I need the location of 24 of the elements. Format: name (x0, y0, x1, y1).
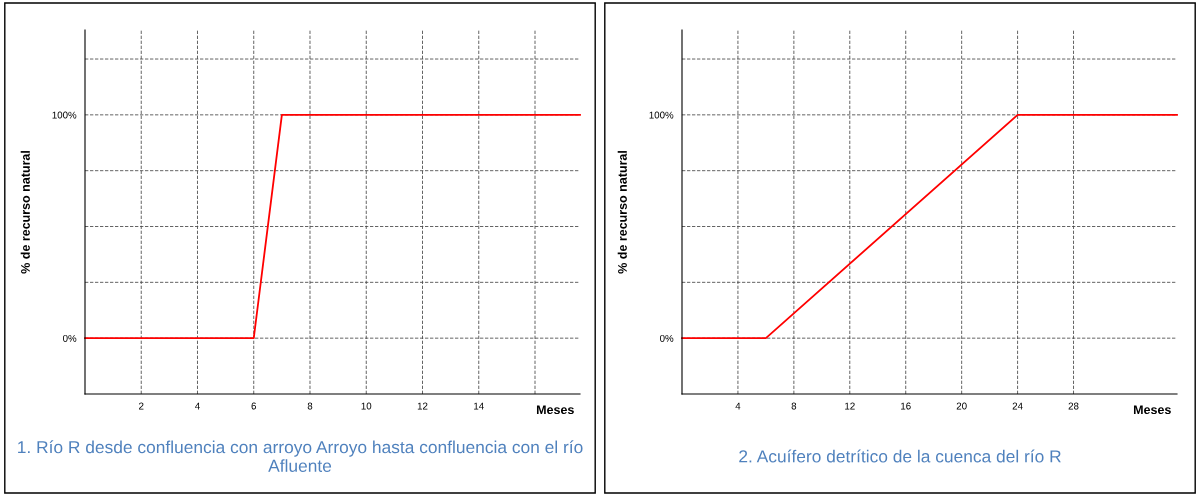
x-tick-label: 14 (474, 402, 484, 410)
x-axis-title: Meses (1133, 405, 1171, 415)
y-axis-title: % de recurso natural (617, 151, 627, 274)
x-tick-label: 16 (901, 402, 911, 410)
x-tick-label: 20 (956, 402, 967, 410)
x-tick-label: 28 (1068, 402, 1079, 410)
x-tick-label: 12 (845, 402, 855, 410)
text: 2. Acuífero detrítico de la cuenca del río R (739, 449, 1061, 463)
x-tick-label: 6 (251, 402, 257, 410)
y-tick-label: 0% (62, 334, 77, 342)
x-tick-label: 24 (1012, 402, 1023, 410)
x-axis-title: Meses (536, 405, 574, 415)
x-tick-label: 10 (361, 402, 372, 410)
y-tick-label: 100% (52, 111, 77, 119)
x-tick-label: 12 (417, 402, 428, 410)
y-tick-label: 0% (659, 334, 674, 342)
y-tick-label: 100% (649, 111, 674, 119)
y-axis-title: % de recurso natural (20, 151, 30, 274)
text: 1. Río R desde confluencia con arroyo Arroyo hasta confluencia con el río Afluente (18, 440, 583, 472)
x-tick-label: 4 (735, 402, 741, 410)
x-tick-label: 4 (195, 402, 200, 410)
x-tick-label: 8 (307, 402, 313, 410)
x-tick-label: 2 (139, 402, 144, 410)
x-tick-label: 8 (791, 402, 797, 410)
